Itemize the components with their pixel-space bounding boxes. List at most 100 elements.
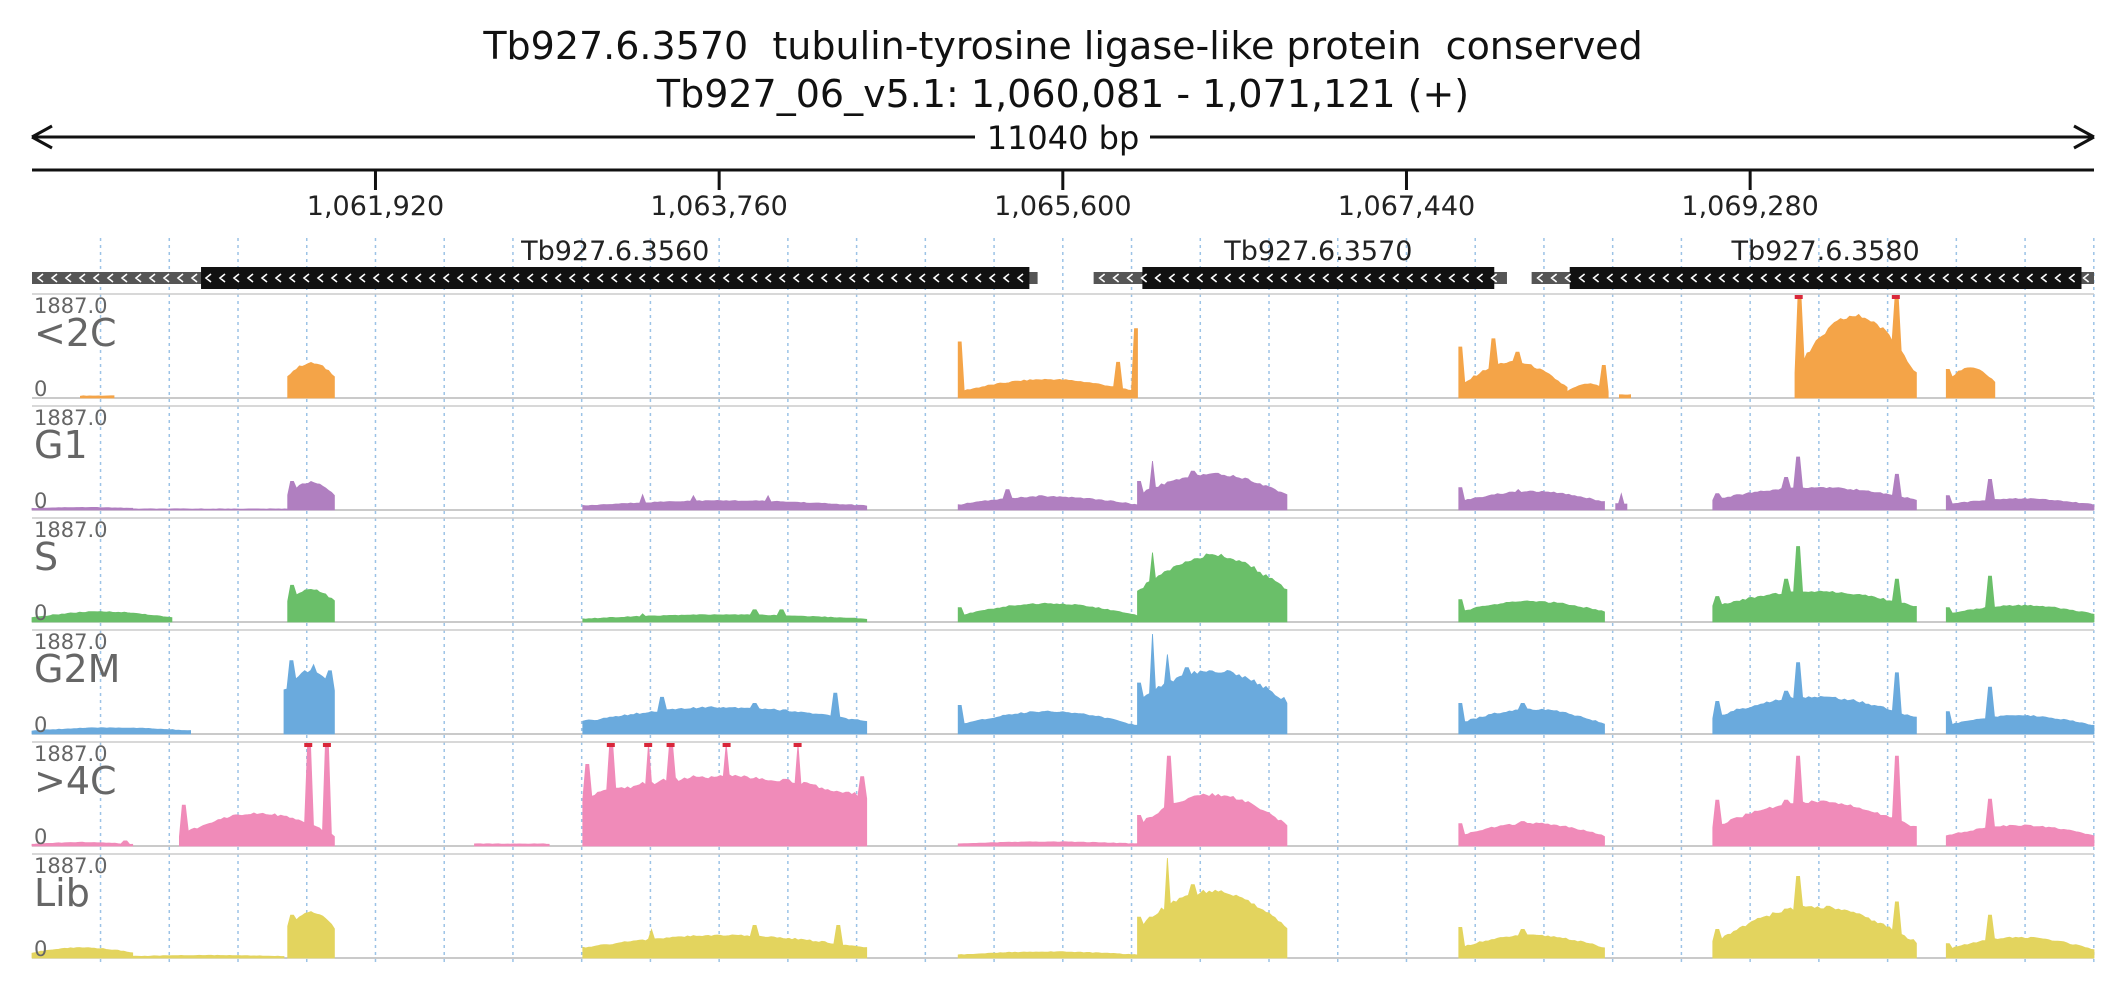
coverage-segment: [287, 361, 335, 399]
clipping-marker: [304, 743, 313, 747]
axis-tick-label: 1,069,280: [1681, 191, 1818, 222]
coverage-segment: [1945, 686, 2095, 735]
clipping-marker: [793, 743, 802, 747]
track-ymin-label: 0: [34, 377, 47, 401]
gene-label: Tb927.6.3580: [1730, 236, 1919, 267]
gene-label: Tb927.6.3570: [1223, 236, 1412, 267]
coverage-segment: [283, 660, 335, 735]
gene-label: Tb927.6.3560: [520, 236, 709, 267]
track-name-label: G1: [34, 423, 88, 467]
gene-model: Tb927.6.3570: [1093, 236, 1507, 289]
clipping-marker: [644, 743, 653, 747]
coverage-segment: [1137, 633, 1288, 735]
track-name-label: Lib: [34, 871, 90, 915]
coverage-segment: [1794, 295, 1917, 399]
clipping-marker: [322, 743, 331, 747]
coverage-segment: [957, 489, 1138, 511]
coverage-segment: [1945, 367, 1996, 399]
track-ymin-label: 0: [34, 713, 47, 737]
coverage-segment: [1137, 552, 1288, 623]
track-ymax-label: 1887.0: [34, 294, 107, 318]
coverage-segment: [1458, 821, 1605, 847]
clipping-marker: [722, 743, 731, 747]
coverage-segment: [582, 692, 868, 735]
coverage-segment: [957, 602, 1138, 623]
track-ymax-label: 1887.0: [34, 406, 107, 430]
coverage-track: 1887.0G1 0: [31, 405, 2095, 513]
track-name-label: G2M: [34, 647, 120, 691]
coverage-segment: [582, 925, 868, 959]
axis-tick-label: 1,061,920: [307, 191, 444, 222]
track-ymin-label: 0: [34, 489, 47, 513]
coverage-segment: [80, 395, 115, 399]
coverage-segment: [132, 508, 289, 511]
track-ymax-label: 1887.0: [34, 742, 107, 766]
coverage-segment: [1615, 492, 1628, 511]
track-ymin-label: 0: [34, 937, 47, 961]
coverage-segment: [957, 841, 1138, 847]
coverage-segment: [1712, 662, 1917, 735]
track-ymin-label: 0: [34, 601, 47, 625]
coverage-segment: [582, 609, 868, 623]
gene-cds: [201, 267, 1030, 289]
coverage-segment: [31, 840, 134, 847]
axis-tick-label: 1,065,600: [994, 191, 1131, 222]
coverage-segment: [582, 743, 868, 847]
coverage-segment: [1945, 914, 2095, 959]
gene-model: Tb927.6.3560: [32, 236, 1038, 289]
strand-chevrons-icon: [1098, 273, 1498, 283]
axis-tick-label: 1,063,760: [650, 191, 787, 222]
coverage-segment: [1458, 487, 1605, 511]
coverage-segment: [1137, 857, 1288, 959]
gene-track: Tb927.6.3560 Tb927.6.3570 Tb927.6.3580: [32, 236, 2094, 289]
coverage-segment: [1566, 365, 1609, 399]
coverage-segment: [474, 843, 550, 847]
coverage-segment: [1458, 599, 1605, 623]
coverage-segment: [1712, 876, 1917, 959]
strand-chevrons-icon: [1536, 273, 2090, 283]
coverage-segment: [582, 493, 868, 511]
coverage-segment: [1619, 394, 1631, 399]
coverage-segment: [1137, 460, 1288, 511]
coverage-segment: [287, 584, 335, 623]
track-ymin-label: 0: [34, 825, 47, 849]
coverage-segment: [179, 743, 335, 847]
coverage-segment: [1945, 575, 2095, 623]
track-ymax-label: 1887.0: [34, 630, 107, 654]
coverage-track: 1887.0>4C 0: [31, 741, 2095, 849]
coverage-segment: [1945, 479, 2095, 511]
coverage-segment: [31, 947, 134, 959]
strand-chevrons-icon: [36, 273, 1024, 283]
gene-model: Tb927.6.3580: [1531, 236, 2094, 289]
coverage-segment: [957, 328, 1138, 399]
coverage-tracks: 1887.0<2C01887.0G101887.0S01887.0G2M0188…: [31, 293, 2095, 961]
track-name-label: <2C: [34, 311, 117, 355]
coverage-segment: [31, 506, 134, 511]
coverage-segment: [1712, 546, 1917, 623]
coverage-segment: [1945, 798, 2095, 847]
coverage-segment: [957, 705, 1138, 735]
gene-cds: [1569, 267, 2082, 289]
axis-tick-label: 1,067,440: [1338, 191, 1475, 222]
clipping-marker: [1891, 295, 1900, 299]
track-name-label: >4C: [34, 759, 117, 803]
left-arrow-icon: [31, 124, 53, 150]
coverage-segment: [287, 481, 335, 511]
coverage-segment: [1458, 927, 1605, 959]
track-ymax-label: 1887.0: [34, 518, 107, 542]
coverage-segment: [1712, 456, 1917, 511]
coverage-track: 1887.0S 0: [31, 517, 2095, 625]
clipping-marker: [666, 743, 675, 747]
chart-subtitle-locus: Tb927_06_v5.1: 1,060,081 - 1,071,121 (+): [656, 72, 1470, 116]
right-arrow-icon: [2073, 124, 2095, 150]
coverage-segment: [957, 951, 1138, 959]
coverage-segment: [1712, 755, 1917, 847]
clipping-marker: [1794, 295, 1803, 299]
clipping-marker: [606, 743, 615, 747]
coverage-track: 1887.0<2C 0: [32, 293, 2094, 401]
coverage-segment: [1458, 338, 1568, 399]
span-length-label: 11040 bp: [987, 119, 1140, 157]
span-indicator: 11040 bp: [31, 119, 2095, 157]
